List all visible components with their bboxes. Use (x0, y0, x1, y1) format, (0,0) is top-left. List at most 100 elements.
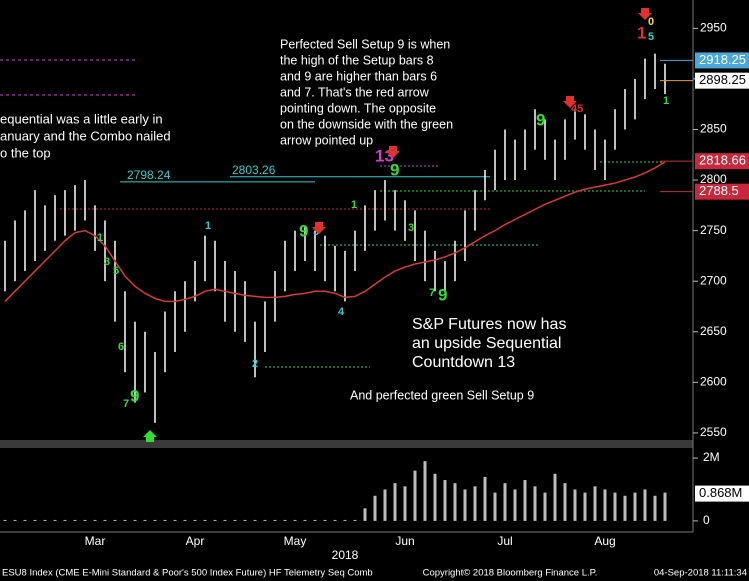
volume-bar (463, 489, 467, 521)
volume-bar (283, 519, 287, 521)
y-tick-label: 0 (703, 513, 710, 527)
setup-label: 1 (351, 199, 357, 211)
volume-bar (263, 519, 267, 521)
setup-label: 9 (390, 160, 399, 179)
annotation: o the top (0, 145, 51, 160)
annotation: equential was a little early in (0, 111, 163, 126)
setup-label: 7 (429, 287, 435, 299)
setup-label: 3 (104, 256, 110, 268)
setup-label: 9 (536, 110, 545, 129)
volume-bar (23, 519, 27, 521)
annotation: Countdown 13 (412, 354, 515, 371)
setup-label: 5 (113, 265, 119, 277)
annotation: anuary and the Combo nailed (0, 128, 171, 143)
last-volume-label: 0.868M (699, 485, 742, 500)
volume-bar (643, 489, 647, 521)
volume-bar (403, 486, 407, 521)
price-label-box (695, 183, 749, 200)
volume-bar (573, 489, 577, 521)
volume-bar (453, 483, 457, 521)
level-label: 2803.26 (232, 163, 276, 177)
volume-bar (423, 461, 427, 521)
volume-bar (633, 492, 637, 521)
volume-bar (333, 519, 337, 521)
price-label: 2898.25 (699, 72, 746, 87)
x-tick-label: Apr (186, 534, 205, 548)
volume-bar (303, 519, 307, 521)
volume-bar (213, 519, 217, 521)
volume-bar (153, 519, 157, 521)
volume-bar (383, 489, 387, 521)
arrows (143, 8, 652, 442)
volume-bar (203, 519, 207, 521)
setup-label: 5 (648, 31, 654, 43)
y-tick-label: 2M (703, 450, 720, 464)
footer-text: Copyright© 2018 Bloomberg Finance L.P. (423, 568, 598, 579)
volume-bar (163, 519, 167, 521)
volume-bar (173, 519, 177, 521)
volume-bar (523, 480, 527, 521)
volume-bar (393, 483, 397, 521)
volume-bar (443, 480, 447, 521)
setup-label: 3 (313, 226, 319, 238)
level-label: 2798.24 (127, 168, 171, 182)
setup-label: 1 (205, 220, 211, 232)
x-tick-label: Mar (85, 534, 106, 548)
volume-bar (253, 519, 257, 521)
volume-bar (513, 489, 517, 521)
volume-bar (73, 519, 77, 521)
volume-bar (483, 476, 487, 521)
price-label-box (695, 153, 749, 170)
volume-bar (93, 519, 97, 521)
price-label: 2818.66 (699, 153, 746, 168)
volume-bar (413, 470, 417, 521)
annotation: Perfected Sell Setup 9 is when (280, 37, 450, 51)
volume-bar (103, 519, 107, 521)
volume-bar (323, 519, 327, 521)
sell-arrow (563, 96, 577, 108)
volume-bar (13, 519, 17, 521)
x-axis-year: 2018 (332, 548, 359, 562)
volume-bar (313, 519, 317, 521)
footer-text: 04-Sep-2018 11:11:34 (654, 568, 747, 579)
annotation: an upside Sequential (412, 335, 561, 352)
volume-bar (293, 519, 297, 521)
volume-bar (603, 489, 607, 521)
setup-label: 9 (130, 386, 139, 405)
volume-bar (43, 519, 47, 521)
annotation: on the downside with the green (280, 117, 453, 131)
volume-bar (543, 492, 547, 521)
panel-separator (0, 440, 693, 448)
annotation: the high of the Setup bars 8 (280, 53, 434, 67)
volume-bar (53, 519, 57, 521)
marks: 2550260026502700275028002850290029502798… (0, 20, 749, 579)
annotation: and 7. That's the red arrow (280, 85, 430, 99)
price-label: 2918.25 (699, 52, 746, 67)
volume-bar (63, 519, 67, 521)
volume-bar (503, 483, 507, 521)
volume-bar (343, 519, 347, 521)
annotation: pointing down. The opposite (280, 101, 436, 115)
price-label-box (695, 52, 749, 69)
x-tick-label: Aug (594, 534, 615, 548)
setup-label: 3 (408, 222, 414, 234)
volume-bar (663, 492, 667, 521)
volume-bar (3, 519, 7, 521)
volume-bar (433, 473, 437, 521)
volume-bar (133, 519, 137, 521)
y-tick-label: 2650 (700, 324, 727, 338)
setup-label: 7 (123, 398, 129, 410)
annotation: And perfected green Sell Setup 9 (350, 388, 534, 402)
volume-bar (493, 492, 497, 521)
sell-arrow (386, 146, 400, 158)
volume-bar (353, 519, 357, 521)
setup-label: 6 (118, 341, 124, 353)
volume-bar (243, 519, 247, 521)
sell-arrow (638, 8, 652, 20)
setup-label: 1 (97, 232, 103, 244)
x-tick-label: Jun (395, 534, 414, 548)
annotation: and 9 are higher than bars 6 (280, 69, 437, 83)
volume-bar (553, 473, 557, 521)
y-tick-label: 2600 (700, 375, 727, 389)
